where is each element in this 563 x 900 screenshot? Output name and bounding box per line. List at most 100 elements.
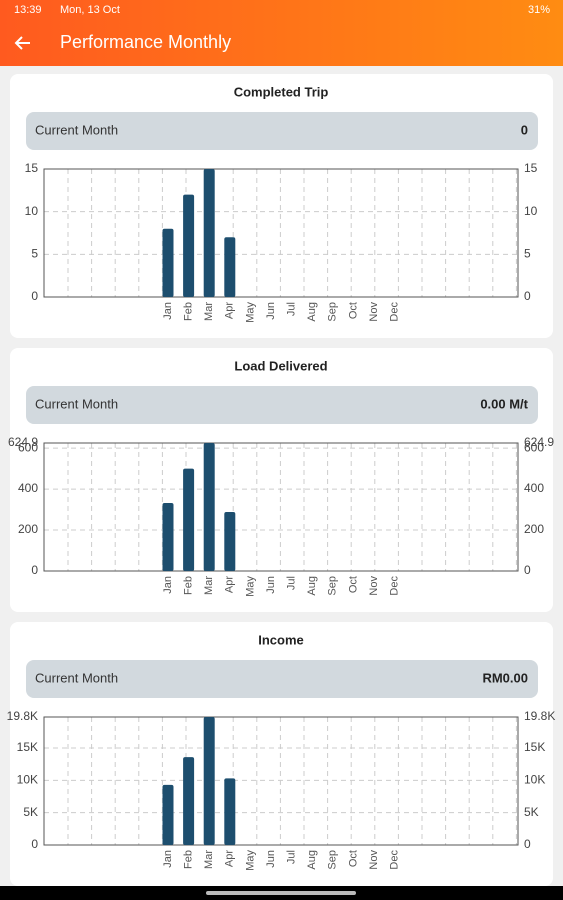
back-arrow[interactable] <box>14 36 30 50</box>
x-tick-label: May <box>244 576 256 597</box>
summary-label: Current Month <box>35 122 118 137</box>
y-tick-label: 624.9 <box>8 435 38 449</box>
x-tick-label: Apr <box>224 302 236 319</box>
x-tick-label: Jun <box>265 302 277 320</box>
x-tick-label: Nov <box>368 576 380 596</box>
bar <box>183 468 195 571</box>
y-tick-label: 5K <box>23 805 38 819</box>
y-tick-label-right: 19.8K <box>524 709 555 723</box>
y-tick-label-right: 624.9 <box>524 435 554 449</box>
chart: 0 0 5 5 10 10 15 15 Jan Feb Mar Apr May Jun Jul Aug Sep O… <box>25 161 538 323</box>
x-tick-label: Sep <box>327 850 339 870</box>
bar <box>203 169 215 297</box>
y-tick-label: 0 <box>31 837 38 851</box>
y-tick-label-right: 0 <box>524 563 531 577</box>
home-indicator <box>206 891 356 895</box>
bar <box>203 717 215 845</box>
y-tick-label: 15K <box>17 740 38 754</box>
status-time: 13:39 <box>14 4 42 16</box>
status-date: Mon, 13 Oct <box>60 4 120 16</box>
x-tick-label: Aug <box>306 302 318 322</box>
y-tick-label: 10K <box>17 773 38 787</box>
x-tick-label: Nov <box>368 850 380 870</box>
bar <box>183 194 195 297</box>
y-tick-label-right: 200 <box>524 522 544 536</box>
x-tick-label: Oct <box>347 850 359 867</box>
x-tick-label: Sep <box>327 302 339 322</box>
y-tick-label-right: 10 <box>524 204 538 218</box>
bar <box>224 237 236 297</box>
bar <box>183 757 195 845</box>
x-tick-label: Sep <box>327 576 339 596</box>
back-button[interactable] <box>14 36 30 50</box>
x-tick-label: Aug <box>306 850 318 870</box>
x-tick-label: May <box>244 302 256 323</box>
chart: 0 0 5K 5K 10K 10K 15K 15K 19.8K 19.8K Jan Feb Mar Apr… <box>7 709 556 871</box>
app-header <box>0 0 563 66</box>
summary-box <box>26 660 538 698</box>
y-tick-label-right: 15K <box>524 740 545 754</box>
bar <box>224 778 236 845</box>
bar <box>162 228 174 297</box>
plot-frame <box>43 716 519 846</box>
plot-frame <box>43 442 519 572</box>
y-tick-label: 0 <box>31 289 38 303</box>
y-tick-label-right: 0 <box>524 289 531 303</box>
x-tick-label: Oct <box>347 576 359 593</box>
summary-box <box>26 386 538 424</box>
x-tick-label: Nov <box>368 302 380 322</box>
y-tick-label: 5 <box>31 247 38 261</box>
card-title: Load Delivered <box>234 358 327 373</box>
x-tick-label: Jul <box>286 850 298 864</box>
card-title: Completed Trip <box>234 84 329 99</box>
x-tick-label: Mar <box>203 850 215 869</box>
y-tick-label: 0 <box>31 563 38 577</box>
x-tick-label: Jan <box>162 576 174 594</box>
x-tick-label: Dec <box>389 576 401 596</box>
bar <box>162 784 174 845</box>
x-tick-label: Feb <box>183 302 195 321</box>
y-tick-label: 10 <box>25 204 39 218</box>
y-tick-label-right: 5K <box>524 805 539 819</box>
summary-label: Current Month <box>35 396 118 411</box>
x-tick-label: May <box>244 850 256 871</box>
x-tick-label: Jan <box>162 302 174 320</box>
card-title: Income <box>258 632 304 647</box>
summary-box <box>26 112 538 150</box>
x-tick-label: Jan <box>162 850 174 868</box>
y-tick-label: 200 <box>18 522 38 536</box>
x-tick-label: Dec <box>389 850 401 870</box>
y-tick-label: 400 <box>18 481 38 495</box>
x-tick-label: Apr <box>224 576 236 593</box>
y-tick-label-right: 600 <box>524 440 544 454</box>
x-tick-label: Dec <box>389 302 401 322</box>
y-tick-label-right: 0 <box>524 837 531 851</box>
x-tick-label: Mar <box>203 576 215 595</box>
y-tick-label: 19.8K <box>7 709 38 723</box>
x-tick-label: Mar <box>203 302 215 321</box>
status-battery: 31% <box>528 4 550 16</box>
x-tick-label: Aug <box>306 576 318 596</box>
x-tick-label: Feb <box>183 576 195 595</box>
summary-value: RM0.00 <box>482 670 528 685</box>
x-tick-label: Apr <box>224 850 236 867</box>
x-tick-label: Jul <box>286 302 298 316</box>
y-tick-label: 15 <box>25 161 39 175</box>
summary-label: Current Month <box>35 670 118 685</box>
x-tick-label: Feb <box>183 850 195 869</box>
x-tick-label: Jun <box>265 850 277 868</box>
y-tick-label-right: 10K <box>524 773 545 787</box>
bar <box>162 502 174 571</box>
y-tick-label-right: 400 <box>524 481 544 495</box>
x-tick-label: Oct <box>347 302 359 319</box>
plot-frame <box>43 168 519 298</box>
y-tick-label: 600 <box>18 440 38 454</box>
y-tick-label-right: 5 <box>524 247 531 261</box>
y-tick-label-right: 15 <box>524 161 538 175</box>
app-title: Performance Monthly <box>60 32 231 52</box>
summary-value: 0.00 M/t <box>480 396 528 411</box>
bar <box>203 443 215 571</box>
